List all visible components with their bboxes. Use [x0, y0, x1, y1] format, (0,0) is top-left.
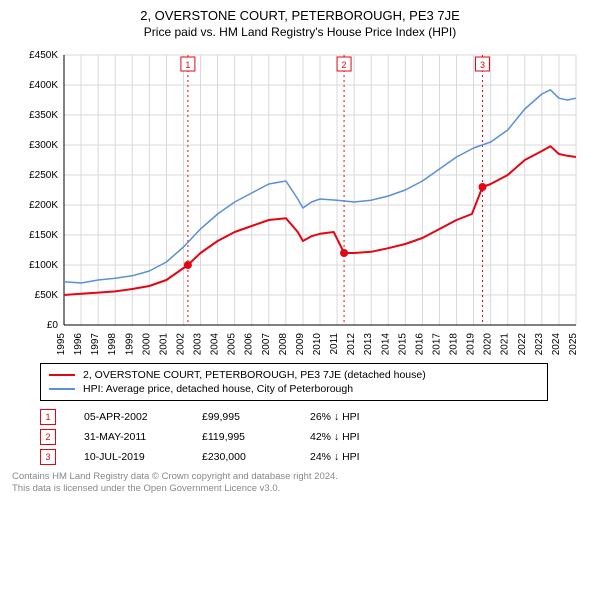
svg-text:2024: 2024 — [551, 333, 562, 355]
svg-text:2007: 2007 — [261, 333, 272, 355]
svg-text:3: 3 — [480, 60, 485, 70]
sales-table: 1 05-APR-2002 £99,995 26% ↓ HPI 2 31-MAY-2011… — [40, 407, 588, 467]
svg-text:1999: 1999 — [124, 333, 135, 355]
svg-text:£100K: £100K — [29, 260, 58, 271]
svg-text:2025: 2025 — [568, 333, 579, 355]
legend-swatch — [49, 388, 75, 390]
sales-row: 1 05-APR-2002 £99,995 26% ↓ HPI — [40, 407, 588, 427]
page-container: 2, OVERSTONE COURT, PETERBOROUGH, PE3 7J… — [0, 0, 600, 590]
svg-text:2009: 2009 — [295, 333, 306, 355]
svg-text:2002: 2002 — [175, 333, 186, 355]
svg-text:2017: 2017 — [431, 333, 442, 355]
sale-date: 31-MAY-2011 — [84, 431, 174, 443]
svg-text:£200K: £200K — [29, 200, 58, 211]
legend-row: 2, OVERSTONE COURT, PETERBOROUGH, PE3 7J… — [49, 368, 539, 382]
svg-text:2005: 2005 — [227, 333, 238, 355]
sale-delta: 42% ↓ HPI — [310, 431, 400, 443]
sale-delta: 26% ↓ HPI — [310, 411, 400, 423]
sale-price: £99,995 — [202, 411, 282, 423]
svg-text:2018: 2018 — [449, 333, 460, 355]
svg-text:2013: 2013 — [363, 333, 374, 355]
svg-text:1996: 1996 — [73, 333, 84, 355]
sale-marker-box: 2 — [40, 429, 56, 445]
chart-title: 2, OVERSTONE COURT, PETERBOROUGH, PE3 7J… — [0, 0, 600, 23]
footer-line-1: Contains HM Land Registry data © Crown c… — [12, 471, 588, 483]
svg-text:£400K: £400K — [29, 80, 58, 91]
svg-text:2011: 2011 — [329, 333, 340, 355]
sale-delta: 24% ↓ HPI — [310, 451, 400, 463]
svg-text:2019: 2019 — [466, 333, 477, 355]
svg-text:2016: 2016 — [414, 333, 425, 355]
svg-text:1997: 1997 — [90, 333, 101, 355]
svg-text:£450K: £450K — [29, 50, 58, 61]
sale-date: 05-APR-2002 — [84, 411, 174, 423]
sales-row: 3 10-JUL-2019 £230,000 24% ↓ HPI — [40, 447, 588, 467]
svg-text:1995: 1995 — [56, 333, 67, 355]
legend: 2, OVERSTONE COURT, PETERBOROUGH, PE3 7J… — [40, 363, 548, 401]
svg-text:2003: 2003 — [193, 333, 204, 355]
sale-marker-box: 1 — [40, 409, 56, 425]
svg-text:£0: £0 — [47, 320, 59, 331]
line-chart: £0 £50K £100K £150K £200K £250K £300K £350K £400… — [20, 45, 580, 355]
svg-text:2022: 2022 — [517, 333, 528, 355]
svg-text:2001: 2001 — [158, 333, 169, 355]
sale-marker-box: 3 — [40, 449, 56, 465]
svg-text:1998: 1998 — [107, 333, 118, 355]
legend-swatch — [49, 374, 75, 376]
svg-text:2006: 2006 — [244, 333, 255, 355]
chart-subtitle: Price paid vs. HM Land Registry's House … — [0, 23, 600, 45]
legend-label: 2, OVERSTONE COURT, PETERBOROUGH, PE3 7J… — [83, 369, 426, 381]
svg-text:2014: 2014 — [380, 333, 391, 355]
svg-text:2004: 2004 — [210, 333, 221, 355]
sale-price: £119,995 — [202, 431, 282, 443]
sale-price: £230,000 — [202, 451, 282, 463]
svg-text:2021: 2021 — [500, 333, 511, 355]
footer-attribution: Contains HM Land Registry data © Crown c… — [12, 471, 588, 496]
svg-text:2012: 2012 — [346, 333, 357, 355]
svg-text:£50K: £50K — [35, 290, 59, 301]
sales-row: 2 31-MAY-2011 £119,995 42% ↓ HPI — [40, 427, 588, 447]
footer-line-2: This data is licensed under the Open Gov… — [12, 483, 588, 495]
svg-text:2020: 2020 — [483, 333, 494, 355]
svg-text:£350K: £350K — [29, 110, 58, 121]
svg-text:2: 2 — [342, 60, 347, 70]
svg-text:£250K: £250K — [29, 170, 58, 181]
svg-text:2023: 2023 — [534, 333, 545, 355]
svg-text:2015: 2015 — [397, 333, 408, 355]
svg-text:£300K: £300K — [29, 140, 58, 151]
legend-row: HPI: Average price, detached house, City… — [49, 382, 539, 396]
svg-text:2010: 2010 — [312, 333, 323, 355]
svg-text:1: 1 — [185, 60, 190, 70]
sale-date: 10-JUL-2019 — [84, 451, 174, 463]
svg-text:£150K: £150K — [29, 230, 58, 241]
svg-text:2000: 2000 — [141, 333, 152, 355]
legend-label: HPI: Average price, detached house, City… — [83, 383, 353, 395]
chart-area: £0 £50K £100K £150K £200K £250K £300K £350K £400… — [20, 45, 580, 355]
svg-text:2008: 2008 — [278, 333, 289, 355]
